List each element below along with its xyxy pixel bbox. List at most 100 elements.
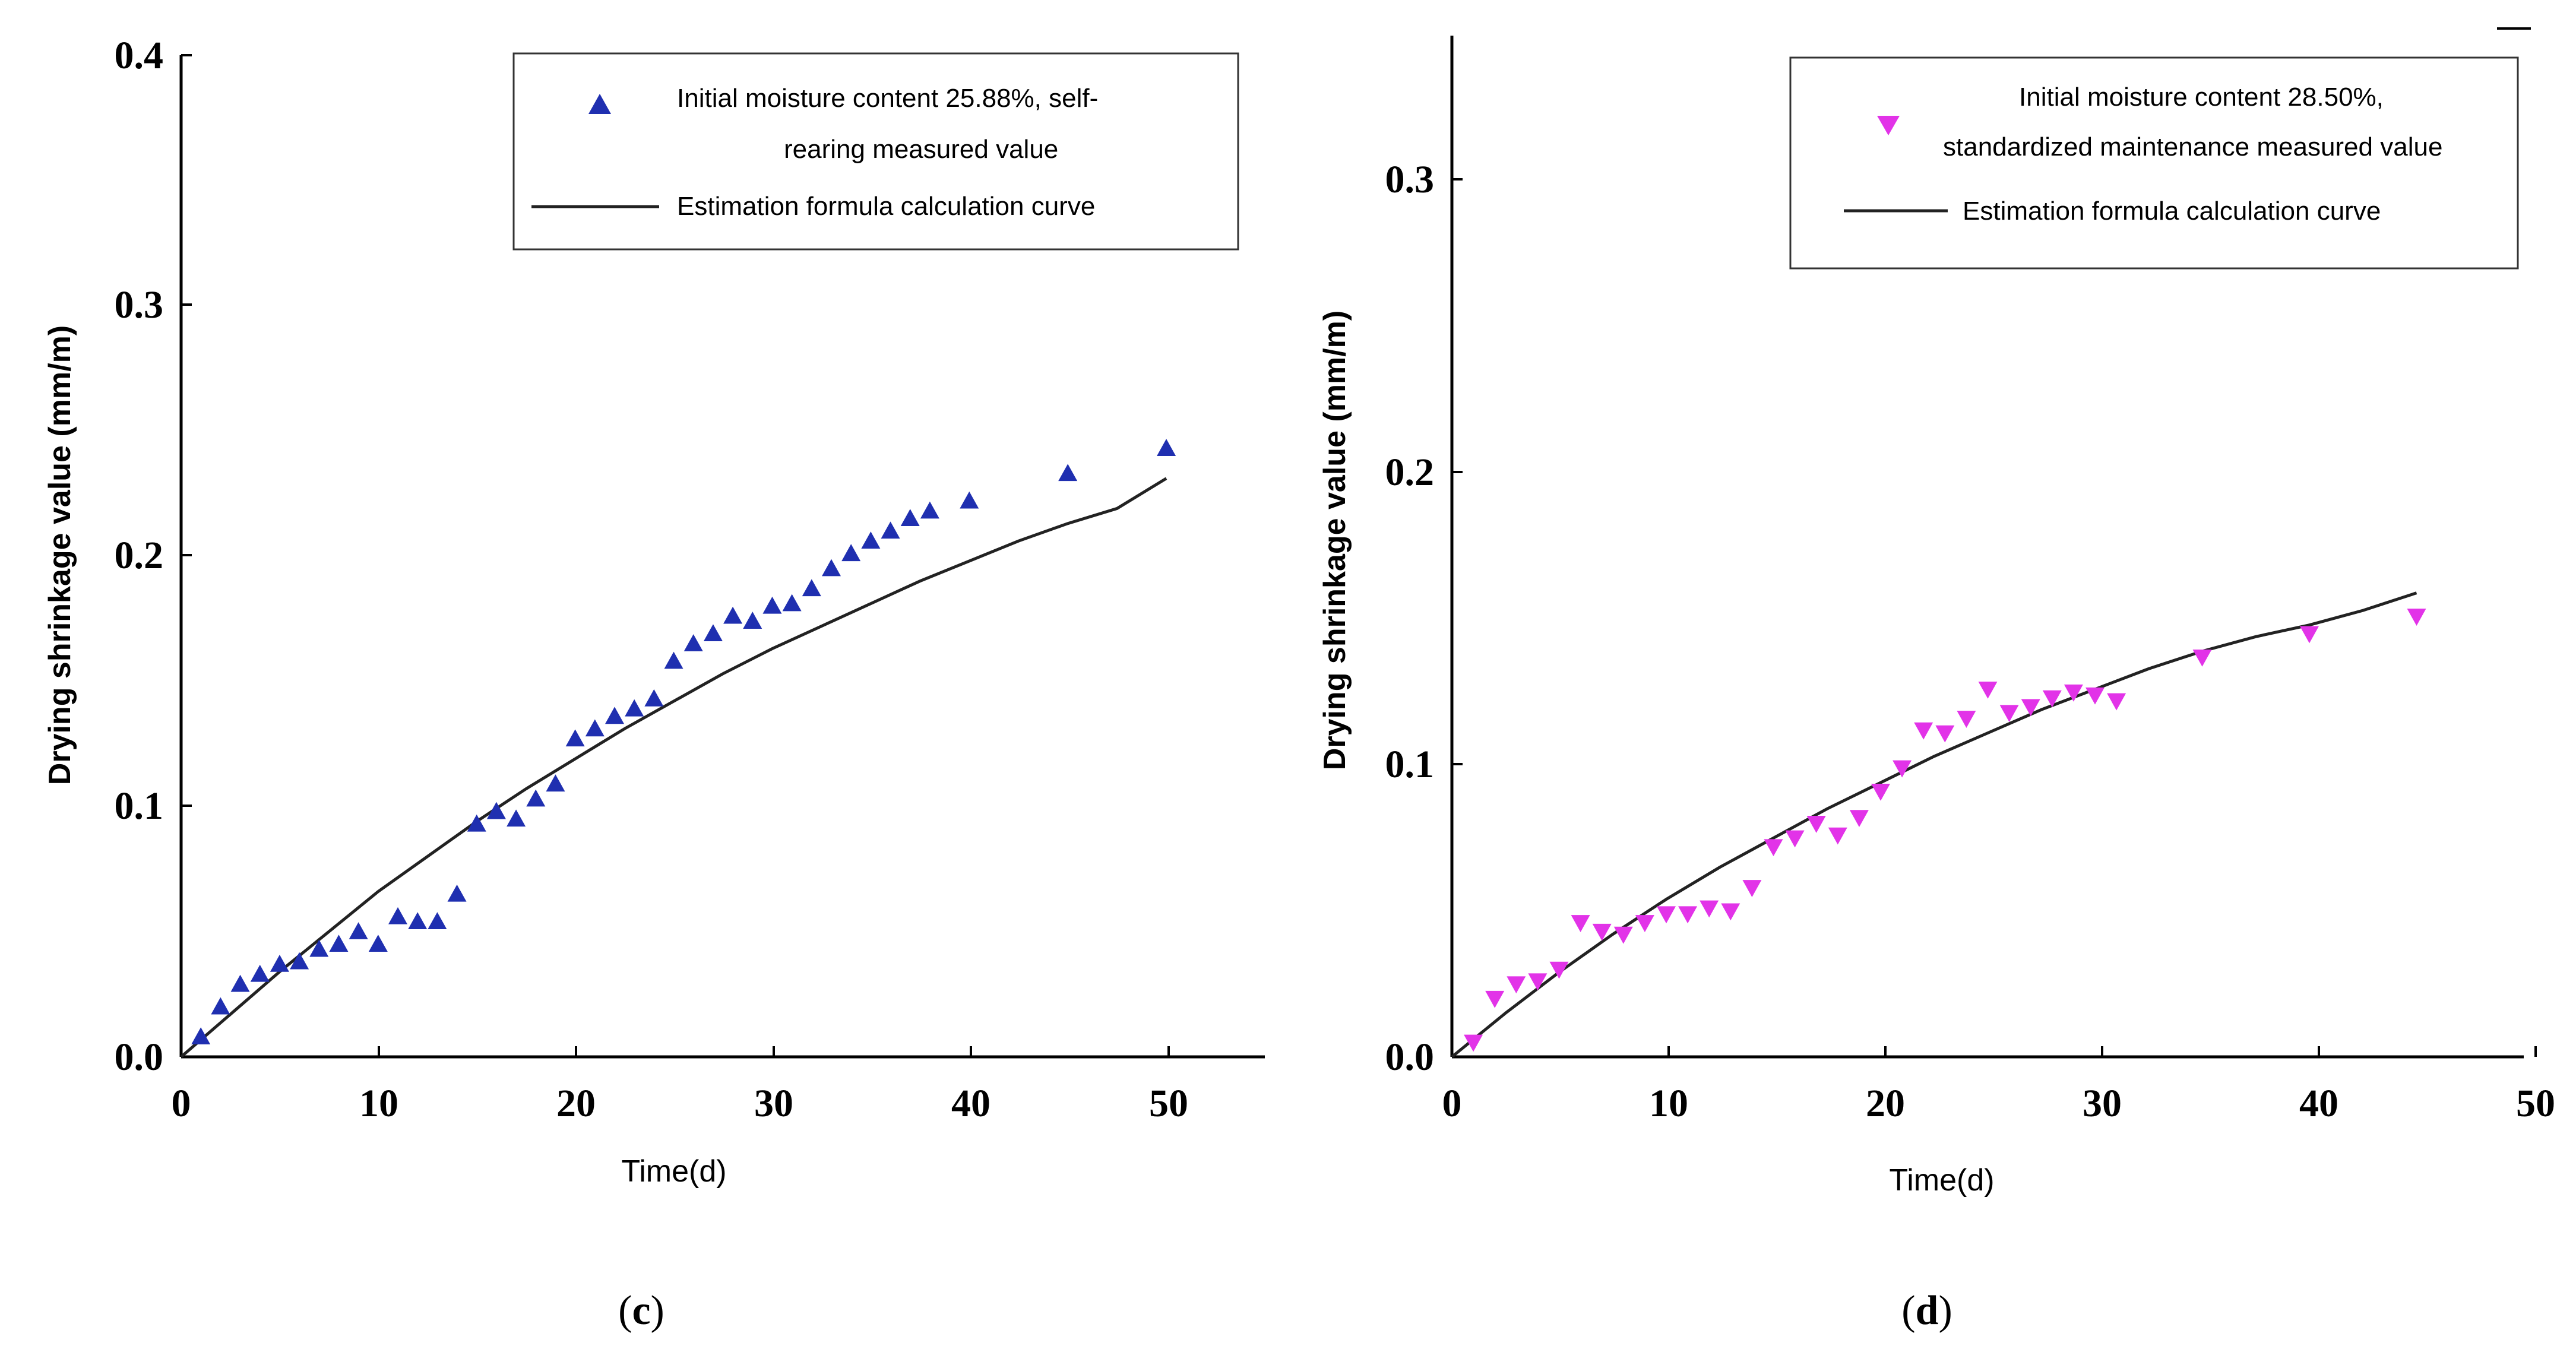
data-point	[2300, 626, 2319, 644]
data-point	[230, 974, 250, 992]
data-point	[1157, 439, 1176, 456]
data-point	[861, 531, 881, 549]
y-axis-label: Drying shrinkage value (mm/m)	[43, 325, 77, 785]
legend: Initial moisture content 25.88%, self- r…	[512, 52, 1239, 251]
data-point	[900, 509, 920, 527]
data-point	[329, 935, 349, 952]
data-point	[920, 501, 939, 519]
data-point	[2042, 690, 2062, 708]
data-point	[1828, 827, 1847, 845]
measured-points-layer	[191, 439, 1176, 1045]
x-tick-label: 30	[754, 1082, 793, 1125]
y-tick-label: 0.4	[115, 34, 164, 77]
data-point	[762, 596, 782, 614]
data-point	[2407, 609, 2426, 626]
x-tick-label: 0	[1442, 1082, 1462, 1125]
data-point	[467, 814, 486, 832]
y-tick-label: 0.1	[115, 784, 164, 828]
estimation-curve-layer	[180, 477, 1167, 1058]
data-point	[1657, 906, 1676, 924]
data-point	[802, 579, 821, 597]
data-point	[2086, 687, 2105, 705]
data-point	[388, 907, 407, 924]
data-point	[1742, 880, 1762, 897]
data-point	[723, 606, 743, 624]
data-point	[2021, 699, 2040, 717]
data-point	[605, 707, 624, 724]
data-point	[408, 912, 428, 930]
data-point	[1528, 973, 1548, 991]
x-tick-label: 10	[1649, 1082, 1688, 1125]
data-point	[250, 964, 270, 982]
data-point	[1485, 990, 1505, 1008]
data-point	[1957, 711, 1976, 728]
data-point	[546, 774, 565, 792]
data-point	[1507, 976, 1526, 994]
legend-marker-triangle-down	[1877, 116, 1900, 135]
data-point	[1893, 760, 1912, 778]
legend-label-curve: Estimation formula calculation curve	[677, 192, 1095, 221]
data-point	[2064, 684, 2083, 702]
y-tick-label: 0.2	[1385, 451, 1435, 494]
x-tick-label: 50	[1149, 1082, 1188, 1125]
legend-box	[1789, 56, 2519, 270]
data-point	[428, 912, 447, 930]
data-point	[1999, 705, 2019, 723]
measured-points-layer	[1464, 609, 2426, 1052]
data-point	[447, 884, 467, 902]
data-point	[1700, 900, 1719, 918]
data-point	[1978, 682, 1998, 699]
x-tick-label: 20	[1866, 1082, 1905, 1125]
data-point	[565, 729, 585, 747]
data-point	[507, 809, 526, 827]
data-point	[782, 594, 802, 612]
data-point	[1464, 1034, 1483, 1052]
data-point	[1764, 839, 1783, 857]
data-point	[644, 689, 664, 707]
data-point	[1935, 725, 1955, 743]
chart-panel-c: 0.0 0.1 0.2 0.3 0.4 0 10 20 30 40 50 Time(d) Dryi…	[43, 34, 1265, 1334]
estimation-curve	[1451, 591, 2417, 1058]
x-tick-label: 40	[951, 1082, 990, 1125]
data-point	[703, 624, 723, 642]
data-point	[1635, 915, 1654, 932]
data-point	[743, 612, 762, 629]
data-point	[1721, 903, 1740, 921]
data-point	[664, 651, 683, 669]
estimation-curve-layer	[1451, 591, 2417, 1058]
y-axis-label: Drying shrinkage value (mm/m)	[1318, 311, 1352, 770]
y-tick-label: 0.1	[1385, 743, 1435, 786]
data-point	[1871, 784, 1890, 801]
data-point	[1613, 926, 1633, 944]
data-point	[1678, 906, 1698, 924]
x-tick-label: 0	[172, 1082, 191, 1125]
legend-label-measured-line2: standardized maintenance measured value	[1943, 132, 2442, 161]
data-point	[625, 699, 644, 717]
legend-label-curve: Estimation formula calculation curve	[1963, 197, 2381, 226]
x-tick-label: 30	[2083, 1082, 2122, 1125]
data-point	[368, 935, 388, 952]
legend-marker-triangle-up	[588, 94, 611, 114]
y-ticks: 0.0 0.1 0.2 0.3	[1385, 158, 1463, 1079]
estimation-curve	[180, 477, 1167, 1058]
x-tick-label: 20	[556, 1082, 596, 1125]
x-axis-label: Time(d)	[621, 1154, 726, 1189]
panel-caption-c: (c)	[618, 1288, 664, 1334]
data-point	[1785, 830, 1805, 848]
data-point	[1058, 464, 1078, 482]
data-point	[290, 952, 309, 970]
x-axis-label: Time(d)	[1889, 1163, 1994, 1198]
y-tick-label: 0.0	[1385, 1035, 1435, 1079]
x-ticks: 0 10 20 30 40 50	[172, 1046, 1188, 1125]
data-point	[2107, 693, 2126, 711]
data-point	[1806, 816, 1826, 833]
data-point	[881, 521, 900, 539]
data-point	[349, 922, 368, 939]
y-tick-label: 0.3	[1385, 158, 1435, 201]
data-point	[822, 559, 841, 577]
y-tick-label: 0.3	[115, 283, 164, 327]
data-point	[309, 939, 329, 957]
legend-label-measured-line1: Initial moisture content 28.50%,	[2019, 83, 2384, 112]
x-ticks: 0 10 20 30 40 50	[1442, 1046, 2555, 1125]
data-point	[1914, 722, 1933, 740]
